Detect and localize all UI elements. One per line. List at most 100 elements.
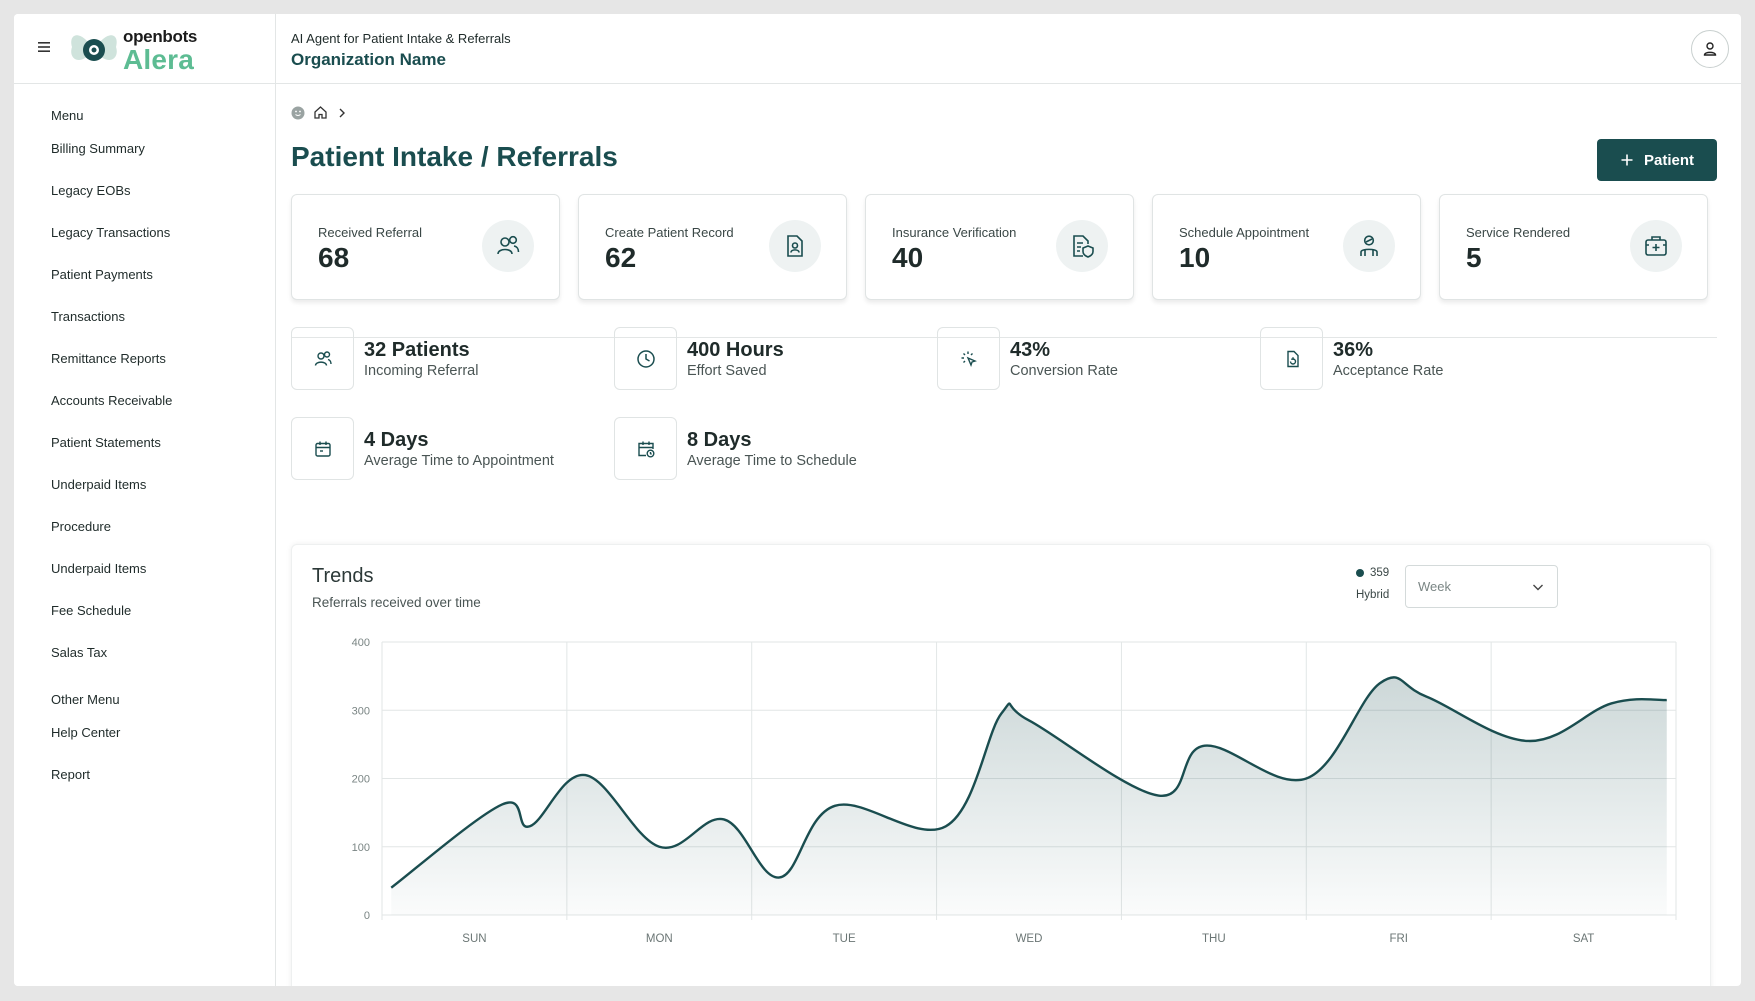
stat-label: Average Time to Appointment (364, 452, 554, 469)
x-tick-label: THU (1202, 933, 1226, 945)
stat-label: Average Time to Schedule (687, 452, 857, 469)
sidebar-item-patient-statements[interactable]: Patient Statements (51, 435, 161, 450)
users-icon (482, 220, 534, 272)
range-select-value: Week (1418, 579, 1451, 594)
stat-label: Conversion Rate (1010, 362, 1118, 379)
card-label: Service Rendered (1466, 225, 1571, 240)
stat-time-to-appointment: 4 Days Average Time to Appointment (291, 417, 554, 480)
chart-legend: 359 Hybrid (1356, 567, 1396, 601)
x-tick-label: WED (1016, 933, 1043, 945)
file-refresh-icon (1260, 327, 1323, 390)
trends-panel: Trends Referrals received over time 359 … (291, 544, 1711, 986)
card-received-referral[interactable]: Received Referral 68 (291, 194, 560, 300)
file-shield-icon (1056, 220, 1108, 272)
main-content: Patient Intake / Referrals Patient Recei… (276, 84, 1741, 986)
stat-value: 8 Days (687, 428, 752, 451)
range-select[interactable]: Week (1405, 565, 1558, 608)
logo-icon (71, 35, 117, 61)
stat-time-to-schedule: 8 Days Average Time to Schedule (614, 417, 857, 480)
sidebar-item-underpaid-items[interactable]: Underpaid Items (51, 477, 147, 492)
menu-heading: Menu (51, 108, 84, 123)
card-service-rendered[interactable]: Service Rendered 5 (1439, 194, 1708, 300)
organization-name: Organization Name (291, 50, 446, 69)
doctor-icon (1343, 220, 1395, 272)
stat-label: Acceptance Rate (1333, 362, 1444, 379)
app-subtitle: AI Agent for Patient Intake & Referrals (291, 31, 511, 46)
y-tick-label: 400 (352, 637, 370, 649)
legend-dot (1356, 569, 1364, 577)
y-tick-label: 200 (352, 774, 370, 786)
sidebar: openbots Alera Menu Billing Summary Lega… (14, 14, 276, 986)
sidebar-item-remittance-reports[interactable]: Remittance Reports (51, 351, 166, 366)
breadcrumb (291, 105, 348, 120)
stat-effort-saved: 400 Hours Effort Saved (614, 327, 784, 390)
x-tick-label: FRI (1389, 933, 1408, 945)
brand-bar: openbots Alera (14, 14, 275, 84)
stat-value: 4 Days (364, 428, 429, 451)
series-line-hybrid (390, 676, 1667, 889)
y-tick-label: 0 (364, 910, 370, 922)
stat-label: Effort Saved (687, 362, 767, 379)
card-value: 68 (318, 242, 350, 273)
logo-wordmark-top: openbots (123, 27, 198, 46)
sidebar-item-patient-payments[interactable]: Patient Payments (51, 267, 153, 282)
card-value: 10 (1179, 242, 1211, 273)
user-icon (1703, 42, 1717, 56)
card-create-patient-record[interactable]: Create Patient Record 62 (578, 194, 847, 300)
user-profile-button[interactable] (1691, 30, 1729, 68)
card-schedule-appointment[interactable]: Schedule Appointment 10 (1152, 194, 1421, 300)
file-user-icon (769, 220, 821, 272)
sidebar-item-fee-schedule[interactable]: Fee Schedule (51, 603, 132, 618)
legend-series-name: Hybrid (1356, 589, 1390, 601)
sidebar-item-transactions[interactable]: Transactions (51, 309, 125, 324)
stat-value: 36% (1333, 338, 1374, 361)
trends-title: Trends (312, 565, 374, 587)
stat-conversion-rate: 43% Conversion Rate (937, 327, 1118, 390)
other-menu-heading: Other Menu (51, 692, 120, 707)
calendar-clock-icon (614, 417, 677, 480)
x-tick-label: MON (646, 933, 673, 945)
x-tick-label: SUN (462, 933, 486, 945)
series-area-hybrid (391, 677, 1667, 915)
sidebar-item-legacy-transactions[interactable]: Legacy Transactions (51, 225, 171, 240)
legend-value: 359 (1370, 567, 1390, 579)
calendar-icon (291, 417, 354, 480)
sidebar-item-underpaid-items-2[interactable]: Underpaid Items (51, 561, 147, 576)
trends-subtitle: Referrals received over time (312, 595, 481, 610)
sidebar-nav: Menu Billing Summary Legacy EOBs Legacy … (14, 104, 276, 796)
stat-incoming-referral: 32 Patients Incoming Referral (291, 327, 478, 390)
stat-value: 32 Patients (364, 338, 470, 361)
card-insurance-verification[interactable]: Insurance Verification 40 (865, 194, 1134, 300)
stat-label: Incoming Referral (364, 362, 479, 379)
card-value: 40 (892, 242, 924, 273)
x-tick-label: SAT (1573, 933, 1595, 945)
sidebar-item-procedure[interactable]: Procedure (51, 519, 111, 534)
stat-value: 400 Hours (687, 338, 784, 361)
sidebar-item-billing-summary[interactable]: Billing Summary (51, 141, 145, 156)
stat-value: 43% (1010, 338, 1051, 361)
add-patient-button[interactable]: Patient (1597, 139, 1717, 181)
workflow-cards: Received Referral 68 Create Patient Reco… (291, 194, 1708, 300)
x-tick-label: TUE (833, 933, 856, 945)
sidebar-item-report[interactable]: Report (51, 767, 91, 782)
chevron-down-icon (1533, 584, 1543, 590)
y-tick-label: 100 (352, 842, 370, 854)
card-label: Received Referral (318, 225, 423, 240)
trends-chart: 0 100 200 300 400 SUN MON TUE WED THU FRI SAT (352, 637, 1677, 945)
stat-acceptance-rate: 36% Acceptance Rate (1260, 327, 1443, 390)
add-patient-label: Patient (1643, 151, 1694, 169)
home-icon[interactable] (313, 105, 328, 120)
y-tick-label: 300 (352, 705, 370, 717)
card-value: 5 (1466, 242, 1482, 273)
cursor-click-icon (937, 327, 1000, 390)
hamburger-menu-icon[interactable] (36, 38, 54, 56)
card-label: Insurance Verification (892, 225, 1017, 240)
sidebar-item-accounts-receivable[interactable]: Accounts Receivable (51, 393, 173, 408)
sidebar-item-sales-tax[interactable]: Salas Tax (51, 645, 108, 660)
plus-icon (1621, 154, 1633, 166)
card-label: Schedule Appointment (1179, 225, 1310, 240)
sidebar-item-legacy-eobs[interactable]: Legacy EOBs (51, 183, 131, 198)
card-value: 62 (605, 242, 637, 273)
card-label: Create Patient Record (605, 225, 734, 240)
sidebar-item-help-center[interactable]: Help Center (51, 725, 121, 740)
